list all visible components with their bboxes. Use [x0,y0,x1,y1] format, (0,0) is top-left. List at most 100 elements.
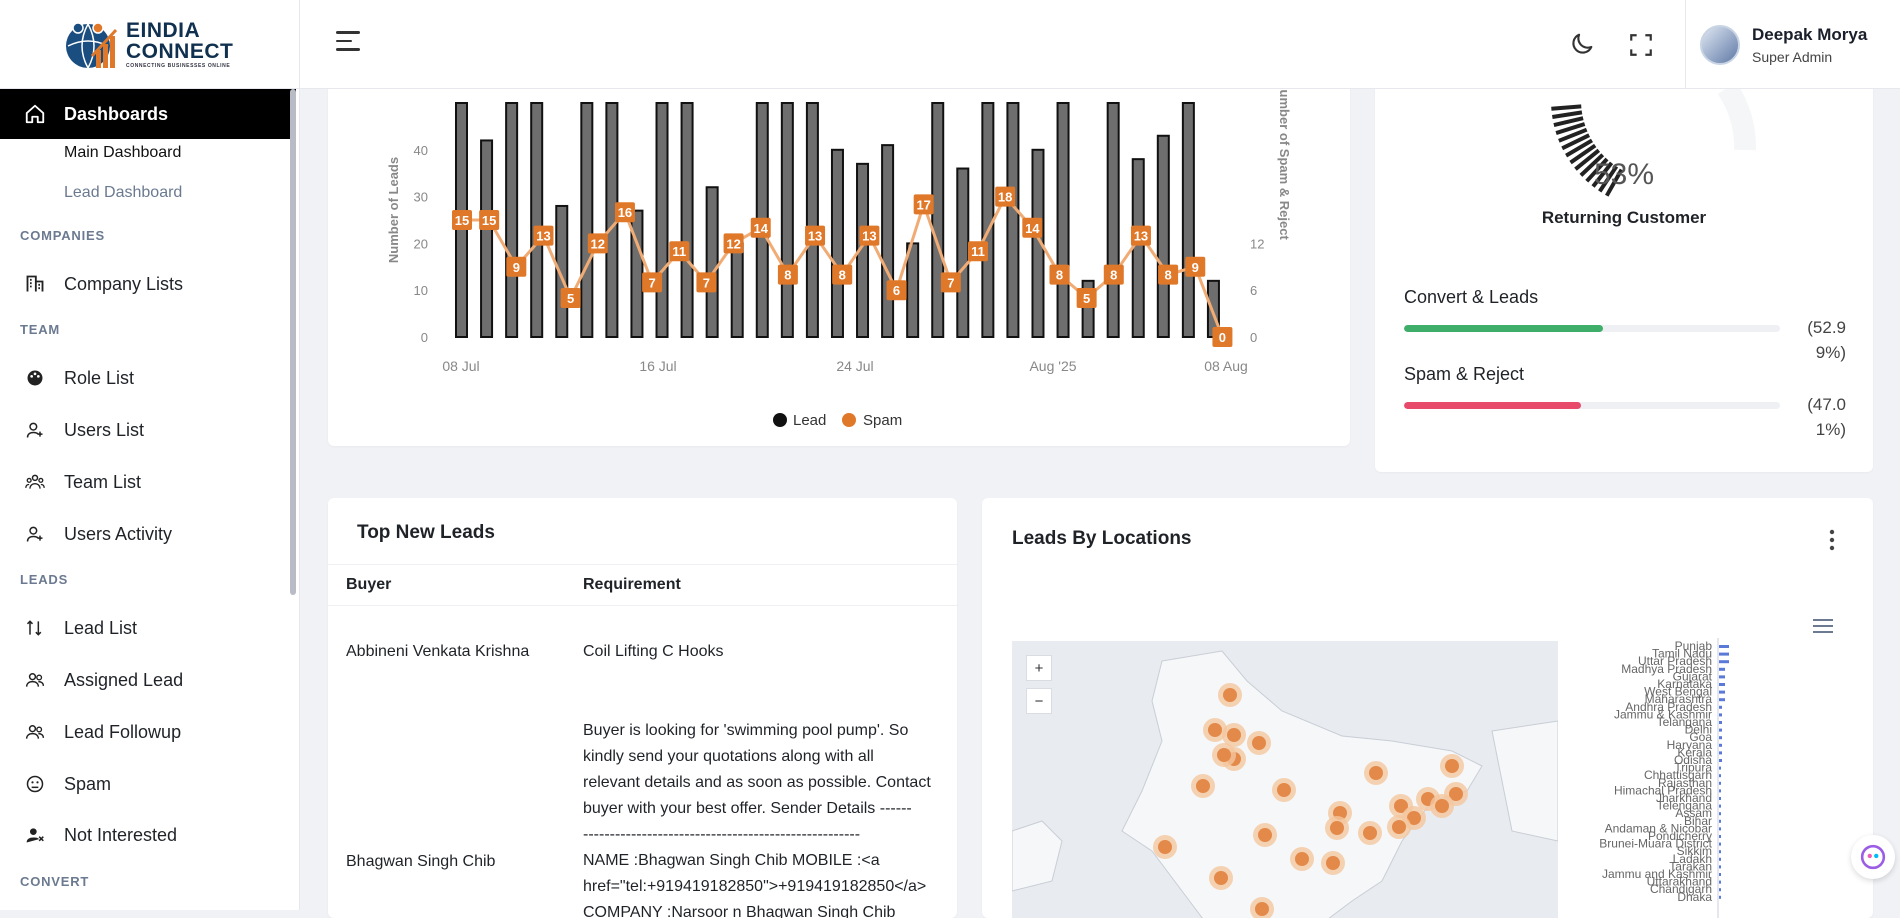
brand-logo[interactable]: EINDIA CONNECT CONNECTING BUSINESSES ONL… [0,0,300,89]
card-title: Top New Leads [357,522,495,543]
map-marker [1255,902,1269,916]
sidebar-item-not-interested[interactable]: Not Interested [0,810,296,860]
sidebar-item-team-list[interactable]: Team List [0,457,296,507]
state-bar [1719,865,1721,869]
brand-line2: CONNECT [126,40,234,63]
state-bar [1719,728,1722,732]
sidebar-item-lead-followup[interactable]: Lead Followup [0,707,296,757]
home-icon [24,103,46,125]
state-bar [1719,667,1725,671]
progress-value-spam: (47.0 1%) [1807,395,1846,439]
map-marker [1435,799,1449,813]
sidebar-item-company-lists[interactable]: Company Lists [0,259,296,309]
sidebar-item-spam[interactable]: Spam [0,759,296,809]
spam-data-label-bg [777,264,798,285]
y-axis-label: Number of Leads [386,157,401,263]
leads-spam-chart: 0 10 20 30 40 0 6 12 Number of Leads Number of Sp… [386,80,1292,429]
gauge-tick [1579,153,1605,177]
map-marker [1208,723,1222,737]
lead-bar [981,102,995,338]
column-header-buyer[interactable]: Buyer [346,576,392,593]
spam-data-label: 8 [1056,268,1063,283]
more-options-icon[interactable] [1827,528,1837,552]
sidebar-item-users-activity[interactable]: Users Activity [0,509,296,559]
state-label: Pondicherry [1648,829,1712,843]
lead-bar [856,162,870,338]
spam-data-label-bg [1022,217,1043,238]
spam-data-label-bg [479,210,500,230]
state-label: Odisha [1674,753,1712,767]
state-bar [1719,759,1722,762]
state-label: Telangana [1657,715,1713,729]
state-bar [1719,736,1722,740]
menu-toggle-icon[interactable] [336,31,362,55]
lead-bar [1106,102,1120,338]
spam-data-label-bg [995,186,1016,207]
sidebar-scrollbar[interactable] [290,89,296,595]
sidebar: Dashboards Main Dashboard Lead Dashboard… [0,89,300,910]
gauge-tick [1605,168,1624,197]
state-label: Himachal Pradesh [1614,783,1712,797]
zoom-in-button[interactable]: + [1026,655,1052,681]
map-marker [1158,840,1172,854]
sidebar-item-lead-dashboard[interactable]: Lead Dashboard [64,184,183,201]
state-bar [1719,683,1725,686]
state-bar [1719,835,1721,838]
fullscreen-icon[interactable] [1628,32,1654,58]
gauge-track [1717,81,1757,151]
map-marker [1252,736,1266,750]
state-label: Tamil Nadu [1652,647,1712,661]
building-icon [24,273,46,295]
lead-bar [480,139,494,338]
spam-data-label: 11 [971,244,985,259]
gauge-ticks [1551,104,1624,197]
x-tick-label: Aug '25 [1029,358,1076,374]
sidebar-item-dashboards[interactable]: Dashboards [0,89,296,139]
sidebar-item-label: Lead Followup [64,721,182,742]
lead-bar [505,102,519,338]
spam-data-label: 12 [726,236,740,251]
spam-data-label: 7 [703,275,710,290]
y2-axis-label: Number of Spam & Reject [1277,80,1292,240]
state-bar [1719,827,1721,831]
spam-data-label-bg [1130,225,1151,246]
state-label: Delhi [1685,723,1712,737]
spam-data-label-bg [696,272,717,293]
column-header-requirement[interactable]: Requirement [583,576,681,593]
sidebar-item-users-list[interactable]: Users List [0,405,296,455]
state-label: Tarakan [1669,859,1712,873]
state-bar [1719,789,1721,793]
spam-data-label-bg [1158,264,1179,285]
sidebar-item-role-list[interactable]: Role List [0,353,296,403]
state-label: Brunei-Muara District [1599,837,1712,851]
spam-data-label-bg [560,288,581,308]
state-label: Andaman & Nicobar [1605,821,1712,835]
spam-data-label: 15 [455,213,469,228]
table-cell-requirement: Coil Lifting C Hooks [583,643,724,660]
spam-data-label: 18 [998,190,1012,205]
top-new-leads-card: Top New Leads Buyer Requirement Abbineni… [328,498,957,918]
state-label: Punjab [1675,639,1713,653]
sidebar-item-assigned-lead[interactable]: Assigned Lead [0,655,296,705]
lead-bar [805,102,819,338]
zoom-out-button[interactable]: − [1026,688,1052,714]
sidebar-item-main-dashboard[interactable]: Main Dashboard [64,144,182,161]
spam-data-label-bg [452,210,472,230]
map-marker [1227,728,1241,742]
chart-menu-icon[interactable] [1812,618,1834,634]
map-marker [1363,826,1377,840]
lead-bar [655,102,669,338]
gauge-percent: 53% [1593,158,1655,191]
state-label: Uttarakhand [1647,875,1712,889]
india-map[interactable]: + − [1012,641,1558,918]
spam-data-label: 7 [648,275,655,290]
moon-icon[interactable] [1568,30,1596,58]
palette-icon [24,367,46,389]
y2-tick-label: 0 [1250,330,1257,345]
state-bar [1719,895,1721,899]
user-profile[interactable]: Deepak Morya Super Admin [1685,0,1900,89]
sidebar-item-lead-list[interactable]: Lead List [0,603,296,653]
spam-data-label: 0 [1219,330,1226,345]
chat-widget-icon[interactable] [1851,835,1895,879]
state-bar [1719,880,1721,884]
